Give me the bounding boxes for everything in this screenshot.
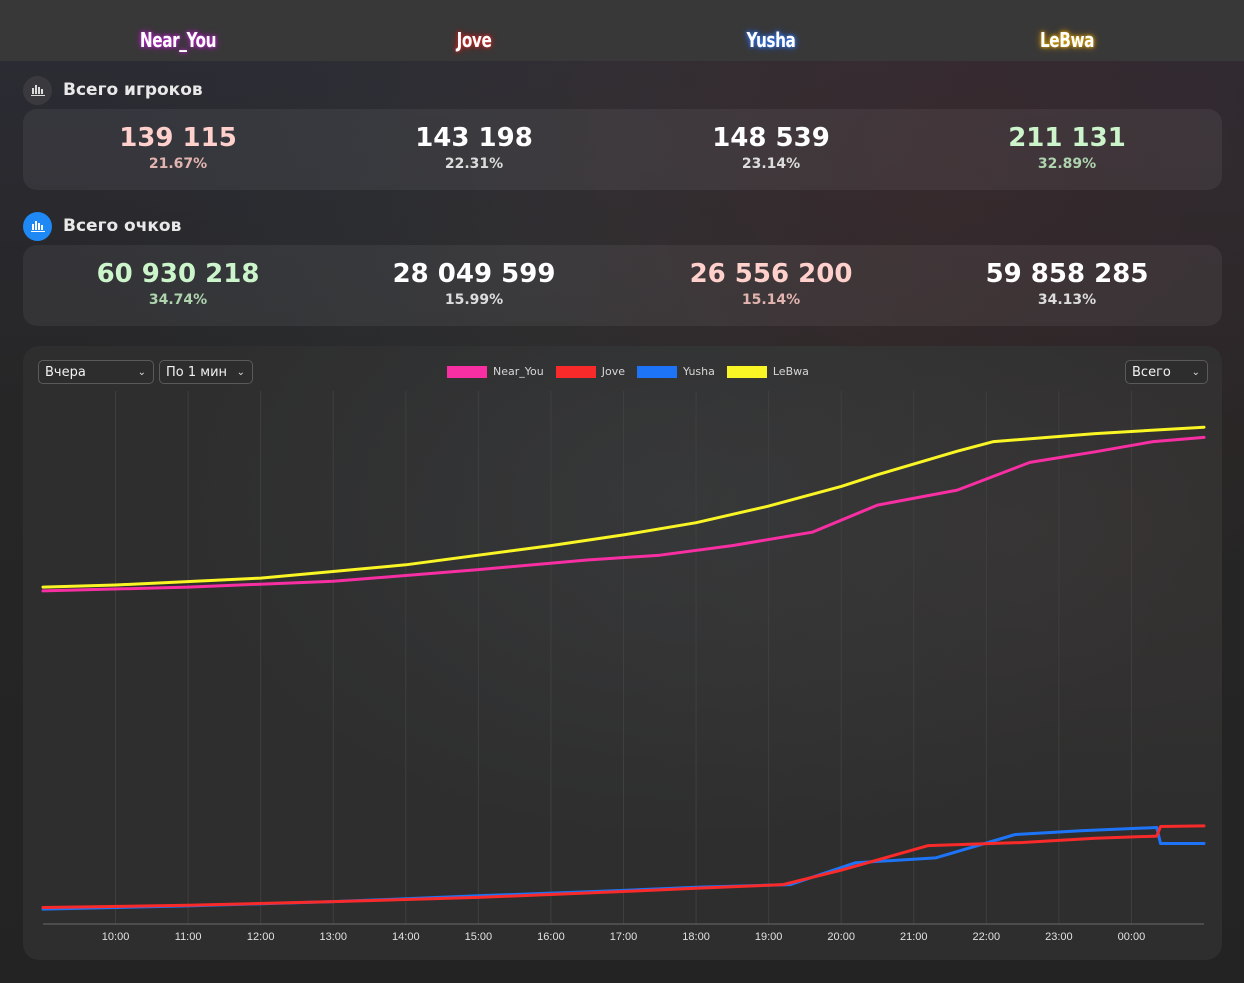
stat-percent: 23.14%: [741, 156, 801, 172]
stat-percent: 34.74%: [148, 292, 208, 308]
stat-yusha: 26 556 200 15.14%: [621, 257, 921, 309]
x-tick-label: 21:00: [900, 931, 928, 943]
x-tick-label: 10:00: [102, 931, 130, 943]
x-tick-label: 20:00: [827, 931, 855, 943]
stat-value: 143 198: [415, 123, 533, 153]
total-points-panel: 60 930 218 34.74% 28 049 599 15.99% 26 5…: [23, 245, 1222, 326]
scope-select-value: Всего: [1132, 365, 1171, 380]
stat-value: 59 858 285: [985, 259, 1149, 289]
stat-near-you: 60 930 218 34.74%: [28, 257, 328, 309]
stat-value: 26 556 200: [689, 259, 853, 289]
stat-jove: 143 198 22.31%: [324, 121, 624, 173]
stat-value: 211 131: [1008, 123, 1126, 153]
stat-value: 148 539: [712, 123, 830, 153]
stat-lebwa: 59 858 285 34.13%: [917, 257, 1217, 309]
stat-percent: 21.67%: [148, 156, 208, 172]
player-header-bar: Near_You Jove Yusha LeBwa: [0, 0, 1244, 61]
x-tick-label: 11:00: [175, 931, 202, 943]
total-points-header: Всего очков: [23, 211, 181, 241]
legend-item-near-you[interactable]: Near_You: [447, 365, 544, 378]
stat-value: 28 049 599: [392, 259, 556, 289]
stat-jove: 28 049 599 15.99%: [324, 257, 624, 309]
legend-label: LeBwa: [772, 365, 809, 378]
series-line-lebwa[interactable]: [41, 425, 1206, 589]
stat-lebwa: 211 131 32.89%: [917, 121, 1217, 173]
section-title: Всего очков: [63, 216, 182, 236]
scope-select[interactable]: Всего ⌄: [1125, 360, 1208, 384]
stat-value: 139 115: [119, 123, 237, 153]
x-tick-label: 00:00: [1118, 931, 1146, 943]
chevron-down-icon: ⌄: [137, 367, 146, 378]
stat-percent: 34.13%: [1037, 292, 1097, 308]
interval-select-value: По 1 мин: [166, 365, 228, 380]
section-title: Всего игроков: [63, 80, 203, 100]
legend-label: Yusha: [683, 365, 715, 378]
chevron-down-icon: ⌄: [236, 367, 245, 378]
chevron-down-icon: ⌄: [1191, 367, 1200, 378]
period-select-value: Вчера: [45, 365, 86, 380]
legend-swatch: [555, 365, 596, 378]
player-name-lebwa: LeBwa: [1039, 28, 1095, 52]
legend-item-lebwa[interactable]: LeBwa: [726, 365, 809, 378]
x-tick-label: 18:00: [682, 931, 710, 943]
x-tick-label: 15:00: [465, 931, 493, 943]
legend-swatch: [726, 365, 767, 378]
x-tick-label: 14:00: [392, 931, 420, 943]
chart-legend: Near_You Jove Yusha LeBwa: [447, 365, 821, 378]
stat-near-you: 139 115 21.67%: [28, 121, 328, 173]
series-line-near-you[interactable]: [41, 435, 1206, 593]
bar-chart-icon: [23, 75, 52, 105]
x-tick-label: 19:00: [755, 931, 783, 943]
stat-value: 60 930 218: [96, 259, 260, 289]
stat-percent: 15.99%: [444, 292, 504, 308]
total-players-header: Всего игроков: [23, 75, 203, 105]
x-tick-label: 23:00: [1045, 931, 1073, 943]
x-tick-label: 17:00: [610, 931, 638, 943]
legend-label: Jove: [601, 365, 625, 378]
chart-card: 10:00 11:00 12:00 13:00 14:00 15:00 16:00 17:00…: [23, 346, 1222, 960]
x-tick-label: 12:00: [247, 931, 275, 943]
interval-select[interactable]: По 1 мин ⌄: [159, 360, 253, 384]
period-select[interactable]: Вчера ⌄: [38, 360, 154, 384]
line-chart: 10:00 11:00 12:00 13:00 14:00 15:00 16:00 17:00…: [41, 391, 1206, 943]
bar-chart-icon: [23, 211, 52, 241]
stat-percent: 22.31%: [444, 156, 504, 172]
player-name-near-you: Near_You: [139, 28, 217, 52]
player-name-yusha: Yusha: [746, 28, 796, 52]
legend-label: Near_You: [493, 365, 544, 378]
x-tick-label: 16:00: [537, 931, 565, 943]
legend-swatch: [637, 365, 677, 378]
total-players-panel: 139 115 21.67% 143 198 22.31% 148 539 23…: [23, 109, 1222, 190]
stat-percent: 32.89%: [1037, 156, 1097, 172]
x-tick-label: 13:00: [319, 931, 347, 943]
legend-swatch: [447, 365, 487, 378]
x-tick-label: 22:00: [973, 931, 1001, 943]
stat-yusha: 148 539 23.14%: [621, 121, 921, 173]
stat-percent: 15.14%: [741, 292, 801, 308]
series-line-jove[interactable]: [41, 824, 1206, 909]
legend-item-yusha[interactable]: Yusha: [637, 365, 715, 378]
legend-item-jove[interactable]: Jove: [555, 365, 625, 378]
player-name-jove: Jove: [456, 28, 492, 52]
